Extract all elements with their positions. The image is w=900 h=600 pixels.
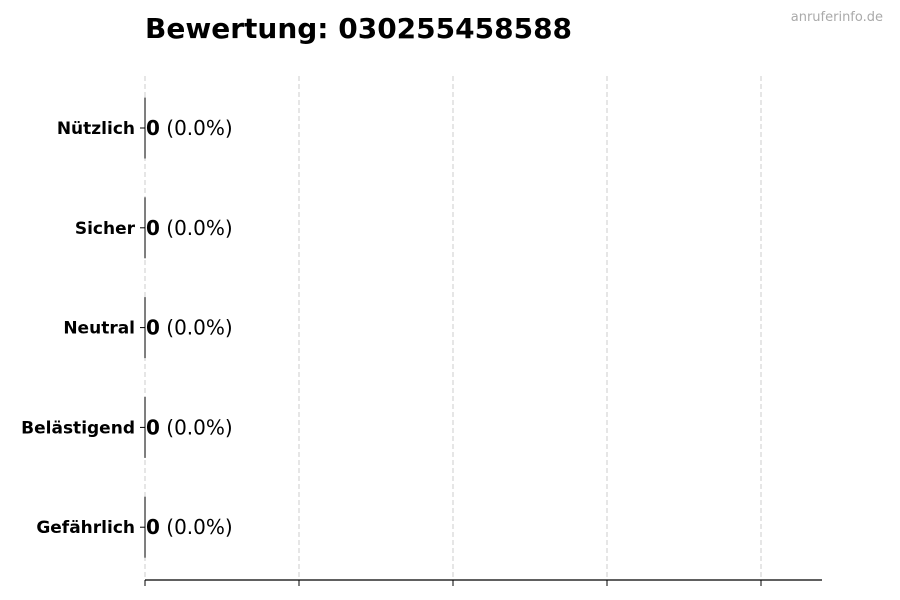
data-label: 0 (0.0%) xyxy=(146,216,233,240)
data-label-percent: (0.0%) xyxy=(160,415,233,439)
y-tick-label: Gefährlich xyxy=(36,518,135,538)
data-label-percent: (0.0%) xyxy=(160,316,233,340)
data-label-count: 0 xyxy=(146,116,160,140)
y-tick-label: Belästigend xyxy=(21,418,135,438)
watermark: anruferinfo.de xyxy=(790,10,883,25)
data-label-percent: (0.0%) xyxy=(160,216,233,240)
data-label-percent: (0.0%) xyxy=(160,116,233,140)
data-label: 0 (0.0%) xyxy=(146,116,233,140)
data-label-count: 0 xyxy=(146,415,160,439)
data-label: 0 (0.0%) xyxy=(146,515,233,539)
data-label-count: 0 xyxy=(146,515,160,539)
chart-title: Bewertung: 030255458588 xyxy=(145,12,573,45)
y-tick-label: Sicher xyxy=(75,219,136,239)
y-tick-label: Neutral xyxy=(63,319,135,339)
y-tick-label: Nützlich xyxy=(57,119,135,139)
data-label-percent: (0.0%) xyxy=(160,515,233,539)
data-label: 0 (0.0%) xyxy=(146,316,233,340)
data-label-count: 0 xyxy=(146,316,160,340)
data-label-count: 0 xyxy=(146,216,160,240)
data-label: 0 (0.0%) xyxy=(146,415,233,439)
